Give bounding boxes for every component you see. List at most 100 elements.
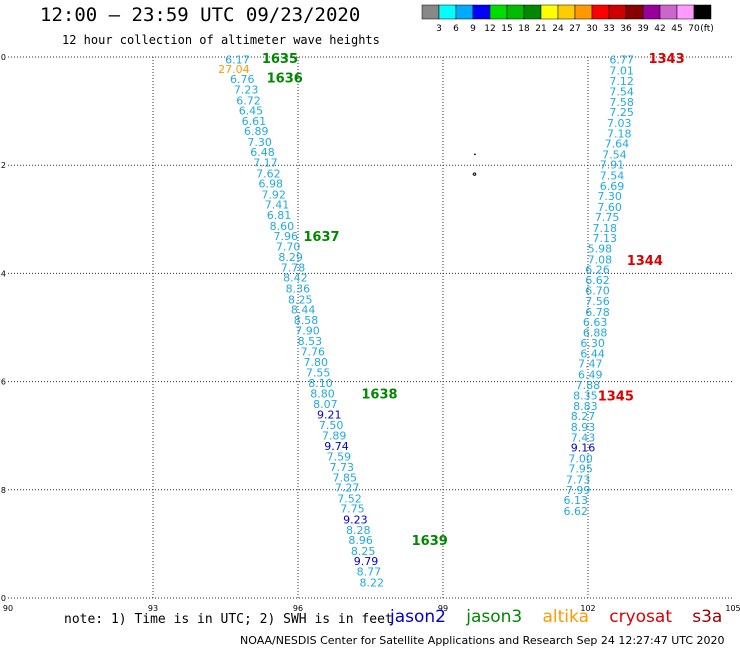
wave-height-value: 8.96	[348, 534, 373, 547]
colorbar-tick-label: 6	[453, 24, 459, 34]
island-mark	[472, 172, 477, 176]
wave-height-value: 7.43	[571, 431, 596, 444]
wave-height-value: 7.54	[609, 86, 634, 99]
wave-height-value: 7.27	[335, 482, 360, 495]
pass-time-label: 1344	[627, 254, 663, 269]
colorbar-tick-label: 39	[637, 24, 649, 34]
colorbar-unit: (ft)	[700, 24, 714, 34]
wave-height-value: 7.30	[247, 136, 272, 149]
wave-height-value: 7.90	[295, 325, 320, 338]
colorbar-tick-label: 21	[535, 24, 546, 34]
pass-time-label: 1635	[262, 52, 298, 67]
colorbar-tick-label: 15	[501, 24, 512, 34]
wave-height-value: 6.30	[580, 337, 605, 350]
lon-tick-label: 102	[580, 604, 595, 613]
wave-height-value: 8.35	[573, 390, 598, 403]
wave-height-value: 8.25	[288, 293, 313, 306]
wave-height-value: 8.83	[573, 400, 598, 413]
lon-tick-label: 99	[438, 604, 448, 613]
wave-height-value: 7.73	[566, 474, 591, 487]
wave-height-value: 6.17	[225, 54, 250, 67]
wave-height-value: 7.12	[609, 75, 634, 88]
wave-height-value: 8.80	[310, 388, 335, 401]
pass-time-label: 1343	[648, 52, 684, 67]
legend-altika: altika	[542, 607, 590, 627]
wave-height-value: 6.62	[564, 505, 589, 518]
wave-height-value: 6.48	[250, 146, 275, 159]
wave-height-value: 8.10	[308, 377, 333, 390]
lon-tick-label: 105	[725, 604, 740, 613]
wave-height-value: 6.88	[583, 326, 608, 339]
wave-height-value: 7.96	[274, 230, 299, 243]
wave-height-value: 8.27	[571, 410, 596, 423]
wave-height-value: 6.78	[585, 306, 610, 319]
pass-time-label: 1636	[267, 72, 303, 87]
wave-height-value: 7.62	[256, 167, 281, 180]
lat-tick-label: -12	[0, 161, 6, 170]
wave-height-value: 5.98	[588, 243, 613, 256]
pass-time-label: 1637	[303, 230, 339, 245]
satellite-legend: jason2 jason3 altika cryosat s3a	[390, 607, 732, 627]
wave-height-value: 8.53	[298, 335, 323, 348]
wave-height-value: 6.77	[609, 54, 634, 67]
wave-height-value: 7.60	[597, 201, 622, 214]
wave-height-value: 7.17	[253, 156, 278, 169]
wave-height-value: 7.89	[322, 430, 347, 443]
wave-height-value: 7.47	[578, 358, 603, 371]
pass-time-label: 1345	[598, 390, 634, 405]
wave-height-value: 6.49	[578, 369, 603, 382]
lat-tick-label: -14	[0, 269, 6, 278]
wave-height-value: 7.08	[588, 253, 613, 266]
wave-height-value: 7.01	[609, 65, 634, 78]
wave-height-value: 7.64	[605, 138, 630, 151]
wave-height-value: 7.23	[234, 83, 259, 96]
wave-height-value: 7.78	[281, 261, 306, 274]
wave-height-value: 7.85	[332, 471, 357, 484]
wave-height-value: 8.42	[283, 272, 308, 285]
legend-s3a: s3a	[692, 607, 723, 627]
wave-height-value: 8.93	[571, 421, 596, 434]
wave-height-value: 9.74	[324, 440, 349, 453]
wave-height-value: 6.76	[230, 73, 255, 86]
lon-tick-label: 96	[293, 604, 303, 613]
wave-height-value: 7.13	[593, 232, 618, 245]
colorbar-tick-label: 36	[620, 24, 632, 34]
wave-height-value: 6.70	[585, 285, 610, 298]
wave-height-value: 7.54	[600, 169, 625, 182]
wave-height-value: 9.21	[317, 409, 342, 422]
wave-height-value: 6.13	[564, 494, 589, 507]
wave-height-value: 7.00	[568, 452, 593, 465]
wave-height-value: 7.41	[265, 199, 290, 212]
colorbar-tick-label: 30	[586, 24, 598, 34]
colorbar-tick-label: 24	[552, 24, 564, 34]
wave-height-value: 6.44	[580, 347, 605, 360]
wave-height-value: 6.89	[244, 125, 269, 138]
colorbar-tick-label: 42	[654, 24, 665, 34]
wave-height-value: 8.22	[360, 576, 385, 589]
wave-height-value: 8.25	[351, 545, 376, 558]
footer-credit: NOAA/NESDIS Center for Satellite Applica…	[240, 634, 725, 647]
wave-height-value: 7.54	[602, 148, 627, 161]
page-subtitle: 12 hour collection of altimeter wave hei…	[62, 33, 380, 47]
wave-height-value: 7.30	[597, 190, 622, 203]
wave-height-value: 6.45	[239, 105, 264, 118]
wave-height-value: 9.79	[354, 555, 379, 568]
wave-height-value: 7.80	[303, 356, 328, 369]
colorbar-swatch	[693, 4, 712, 20]
wave-height-value: 27.04	[218, 63, 250, 76]
wave-height-value: 7.95	[568, 463, 593, 476]
wave-height-value: 8.60	[270, 220, 295, 233]
wave-height-value: 6.62	[585, 274, 610, 287]
colorbar-tick-label: 9	[470, 24, 476, 34]
wave-height-value: 8.07	[313, 398, 338, 411]
wave-height-value: 9.16	[571, 442, 596, 455]
legend-cryosat: cryosat	[609, 607, 672, 627]
wave-height-value: 6.98	[259, 178, 284, 191]
wave-height-value: 8.29	[278, 251, 303, 264]
legend-jason2: jason2	[390, 607, 446, 627]
legend-jason3: jason3	[466, 607, 523, 627]
wave-height-value: 8.36	[286, 283, 311, 296]
wave-height-value: 7.92	[261, 188, 286, 201]
wave-height-value: 8.77	[357, 565, 382, 578]
wave-height-value: 6.63	[583, 316, 608, 329]
